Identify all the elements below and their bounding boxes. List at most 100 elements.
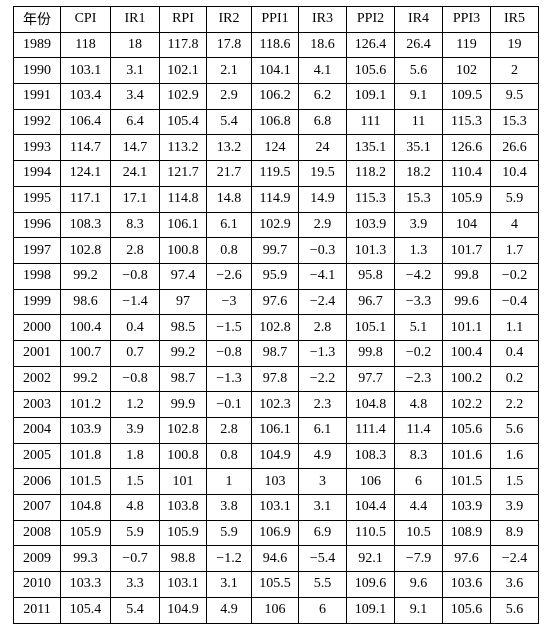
value-cell: 5.9 bbox=[206, 519, 252, 547]
value-cell: 3.9 bbox=[110, 417, 160, 444]
value-cell: 97.7 bbox=[346, 365, 395, 393]
value-cell: 3 bbox=[298, 468, 347, 496]
value-cell: 0.2 bbox=[490, 365, 539, 393]
value-cell: 2.9 bbox=[298, 211, 347, 239]
value-cell: 126.4 bbox=[346, 31, 395, 59]
value-cell: −1.2 bbox=[206, 545, 252, 573]
value-cell: 8.3 bbox=[394, 442, 443, 470]
value-cell: 4.9 bbox=[206, 596, 252, 624]
value-cell: 115.3 bbox=[442, 108, 491, 136]
table-row: 2010 103.3 3.3 103.1 3.1 105.5 5.5 109.6 9.6 103.… bbox=[13, 571, 539, 598]
value-cell: 10.4 bbox=[490, 160, 539, 187]
value-cell: 99.8 bbox=[346, 339, 395, 367]
value-cell: 103.3 bbox=[60, 571, 111, 598]
table-row: 1998 99.2 −0.8 97.4 −2.6 95.9 −4.1 95.8 −4.2 99.8… bbox=[13, 262, 539, 290]
value-cell: −2.3 bbox=[394, 365, 443, 393]
value-cell: 105.6 bbox=[442, 417, 491, 444]
value-cell: 99.9 bbox=[159, 391, 207, 418]
value-cell: 19.5 bbox=[298, 160, 347, 187]
value-cell: 15.3 bbox=[490, 108, 539, 136]
table-row: 1994 124.1 24.1 121.7 21.7 119.5 19.5 118.2 18.2… bbox=[13, 160, 539, 187]
table-head: 年份 CPI IR1 RPI IR2 PPI1 IR3 PPI2 IR4 PPI3 IR5 bbox=[13, 6, 539, 33]
year-cell: 1996 bbox=[13, 211, 61, 239]
value-cell: 98.6 bbox=[60, 288, 111, 316]
value-cell: 101.5 bbox=[60, 468, 111, 496]
value-cell: 100.8 bbox=[159, 442, 207, 470]
value-cell: 103.8 bbox=[159, 494, 207, 521]
value-cell: 99.2 bbox=[60, 365, 111, 393]
value-cell: 102.8 bbox=[159, 417, 207, 444]
value-cell: 111 bbox=[346, 108, 395, 136]
header-cell: 年份 bbox=[13, 6, 61, 33]
value-cell: −2.2 bbox=[298, 365, 347, 393]
value-cell: 99.6 bbox=[442, 288, 491, 316]
value-cell: 97.8 bbox=[251, 365, 299, 393]
value-cell: 109.5 bbox=[442, 83, 491, 110]
year-cell: 1997 bbox=[13, 237, 61, 264]
value-cell: 102.2 bbox=[442, 391, 491, 418]
value-cell: 105.4 bbox=[60, 596, 111, 624]
value-cell: 103.9 bbox=[442, 494, 491, 521]
value-cell: 6 bbox=[298, 596, 347, 624]
value-cell: 6.8 bbox=[298, 108, 347, 136]
value-cell: 100.8 bbox=[159, 237, 207, 264]
value-cell: −0.2 bbox=[394, 339, 443, 367]
value-cell: −3 bbox=[206, 288, 252, 316]
value-cell: 109.1 bbox=[346, 83, 395, 110]
table-row: 1997 102.8 2.8 100.8 0.8 99.7 −0.3 101.3 1.3 101.… bbox=[13, 237, 539, 264]
value-cell: 103.4 bbox=[60, 83, 111, 110]
value-cell: 0.8 bbox=[206, 442, 252, 470]
value-cell: 19 bbox=[490, 31, 539, 59]
value-cell: 104.8 bbox=[60, 494, 111, 521]
value-cell: 35.1 bbox=[394, 134, 443, 162]
year-cell: 1995 bbox=[13, 185, 61, 213]
value-cell: 105.5 bbox=[251, 571, 299, 598]
table-row: 2007 104.8 4.8 103.8 3.8 103.1 3.1 104.4 4.4 103.… bbox=[13, 494, 539, 521]
year-cell: 2007 bbox=[13, 494, 61, 521]
value-cell: 4.8 bbox=[110, 494, 160, 521]
value-cell: 3.1 bbox=[206, 571, 252, 598]
year-cell: 1991 bbox=[13, 83, 61, 110]
year-cell: 1989 bbox=[13, 31, 61, 59]
value-cell: −2.6 bbox=[206, 262, 252, 290]
value-cell: 9.6 bbox=[394, 571, 443, 598]
value-cell: 0.4 bbox=[490, 339, 539, 367]
table-row: 2009 99.3 −0.7 98.8 −1.2 94.6 −5.4 92.1 −7.9 97.6… bbox=[13, 545, 539, 573]
year-cell: 1999 bbox=[13, 288, 61, 316]
header-cell: CPI bbox=[60, 6, 111, 33]
value-cell: 118.6 bbox=[251, 31, 299, 59]
value-cell: 119 bbox=[442, 31, 491, 59]
table-row: 2001 100.7 0.7 99.2 −0.8 98.7 −1.3 99.8 −0.2 100.… bbox=[13, 339, 539, 367]
value-cell: −1.4 bbox=[110, 288, 160, 316]
value-cell: 97.6 bbox=[442, 545, 491, 573]
value-cell: 1.8 bbox=[110, 442, 160, 470]
data-table: 年份 CPI IR1 RPI IR2 PPI1 IR3 PPI2 IR4 PPI3 IR5 1989… bbox=[13, 6, 539, 624]
value-cell: 2.8 bbox=[206, 417, 252, 444]
value-cell: 4.8 bbox=[394, 391, 443, 418]
value-cell: 99.3 bbox=[60, 545, 111, 573]
value-cell: 95.9 bbox=[251, 262, 299, 290]
header-cell: IR4 bbox=[394, 6, 443, 33]
value-cell: 1.6 bbox=[490, 442, 539, 470]
value-cell: −3.3 bbox=[394, 288, 443, 316]
year-cell: 2005 bbox=[13, 442, 61, 470]
value-cell: 0.7 bbox=[110, 339, 160, 367]
value-cell: 1.7 bbox=[490, 237, 539, 264]
header-cell: RPI bbox=[159, 6, 207, 33]
table-row: 1993 114.7 14.7 113.2 13.2 124 24 135.1 35.1 126.… bbox=[13, 134, 539, 162]
table-row: 1990 103.1 3.1 102.1 2.1 104.1 4.1 105.6 5.6 102 2 bbox=[13, 57, 539, 85]
value-cell: 18 bbox=[110, 31, 160, 59]
value-cell: −0.8 bbox=[206, 339, 252, 367]
value-cell: 105.1 bbox=[346, 314, 395, 341]
value-cell: 99.7 bbox=[251, 237, 299, 264]
value-cell: 98.5 bbox=[159, 314, 207, 341]
value-cell: 95.8 bbox=[346, 262, 395, 290]
value-cell: 102.8 bbox=[60, 237, 111, 264]
year-cell: 1990 bbox=[13, 57, 61, 85]
value-cell: 102.8 bbox=[251, 314, 299, 341]
table-row: 2004 103.9 3.9 102.8 2.8 106.1 6.1 111.4 11.4 105… bbox=[13, 417, 539, 444]
value-cell: 98.7 bbox=[159, 365, 207, 393]
value-cell: 2.8 bbox=[298, 314, 347, 341]
value-cell: 14.9 bbox=[298, 185, 347, 213]
value-cell: −0.7 bbox=[110, 545, 160, 573]
